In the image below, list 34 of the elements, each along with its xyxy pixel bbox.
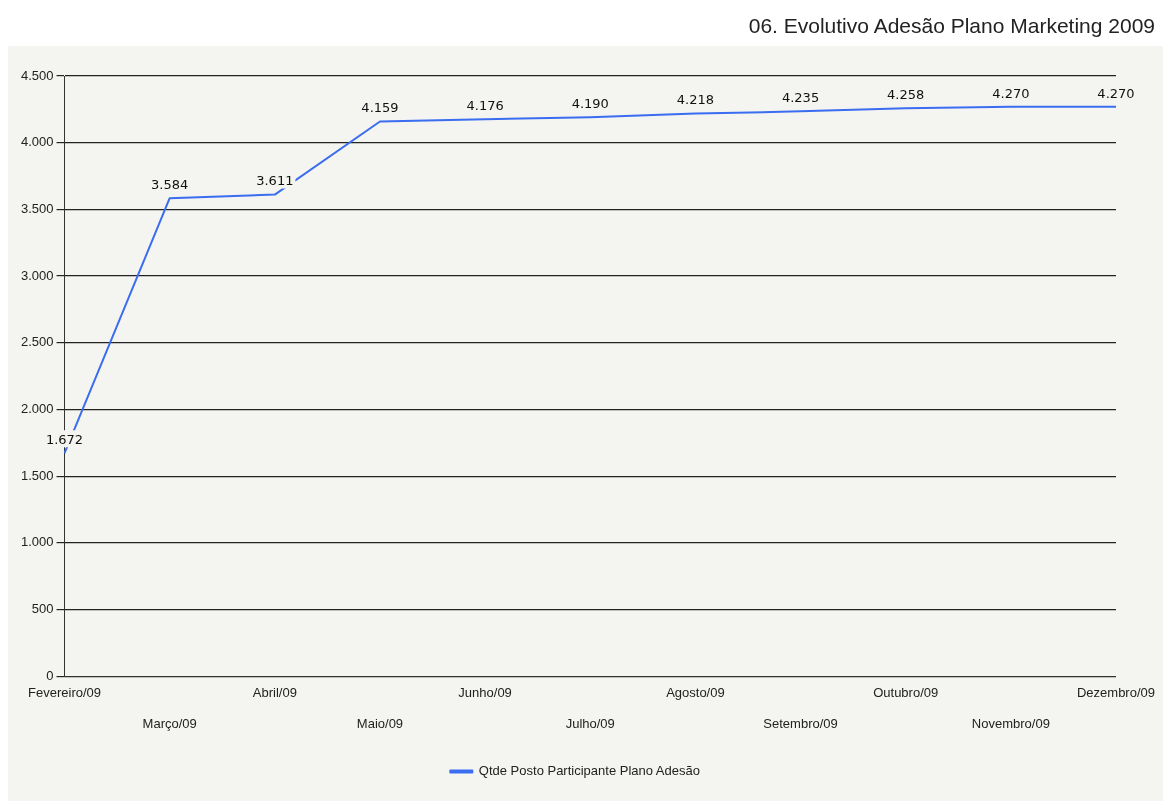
data-label: 4.176 bbox=[466, 98, 504, 114]
x-tick-label: Dezembro/09 bbox=[1076, 684, 1155, 700]
y-tick-label: 3.000 bbox=[20, 267, 54, 283]
chart-title: 06. Evolutivo Adesão Plano Marketing 2009 bbox=[748, 14, 1155, 38]
y-tick-label: 500 bbox=[31, 601, 54, 617]
x-tick-label: Março/09 bbox=[142, 715, 197, 731]
x-tick-label: Outubro/09 bbox=[873, 684, 939, 700]
data-label: 4.159 bbox=[361, 100, 399, 116]
y-tick-label: 3.500 bbox=[20, 200, 54, 216]
y-tick-label: 2.000 bbox=[20, 401, 54, 417]
y-tick-label: 1.000 bbox=[20, 534, 54, 550]
x-tick-label: Fevereiro/09 bbox=[28, 684, 102, 700]
data-label: 4.270 bbox=[992, 85, 1030, 101]
data-label: 4.258 bbox=[887, 87, 925, 103]
x-tick-label: Abril/09 bbox=[252, 684, 297, 700]
x-tick-label: Junho/09 bbox=[458, 684, 512, 700]
y-tick-label: 4.500 bbox=[20, 67, 54, 83]
y-tick-label: 4.000 bbox=[20, 134, 54, 150]
x-tick-label: Novembro/09 bbox=[971, 715, 1050, 731]
data-label: 4.190 bbox=[571, 96, 609, 112]
x-tick-label: Julho/09 bbox=[565, 715, 615, 731]
legend-label: Qtde Posto Participante Plano Adesão bbox=[478, 763, 700, 779]
x-tick-label: Maio/09 bbox=[356, 715, 404, 731]
data-label: 3.584 bbox=[151, 177, 189, 193]
x-tick-label: Setembro/09 bbox=[763, 715, 838, 731]
data-label: 1.672 bbox=[45, 432, 84, 448]
y-tick-label: 2.500 bbox=[20, 334, 54, 350]
x-tick-label: Agosto/09 bbox=[666, 684, 725, 700]
data-label: 4.270 bbox=[1097, 85, 1135, 101]
y-tick-label: 1.500 bbox=[20, 467, 54, 483]
data-label: 3.611 bbox=[256, 173, 294, 189]
data-label: 4.218 bbox=[676, 92, 715, 108]
data-label: 4.235 bbox=[781, 90, 820, 106]
y-tick-label: 0 bbox=[46, 667, 54, 683]
